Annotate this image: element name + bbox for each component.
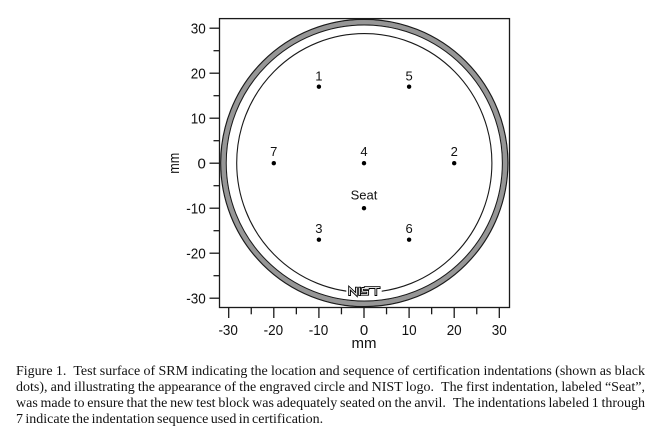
svg-text:-20: -20 <box>186 246 206 263</box>
svg-text:20: 20 <box>191 66 206 83</box>
svg-text:mm: mm <box>352 335 377 352</box>
svg-text:0: 0 <box>360 322 368 339</box>
svg-text:4: 4 <box>360 144 367 159</box>
svg-text:Seat: Seat <box>351 188 378 203</box>
svg-text:1: 1 <box>315 68 322 83</box>
svg-text:-10: -10 <box>186 201 206 218</box>
svg-text:3: 3 <box>315 221 322 236</box>
svg-text:30: 30 <box>191 21 206 38</box>
svg-text:-30: -30 <box>218 322 238 339</box>
svg-text:-30: -30 <box>186 291 206 308</box>
svg-text:10: 10 <box>191 111 206 128</box>
svg-text:mm: mm <box>166 153 183 174</box>
svg-text:5: 5 <box>405 68 412 83</box>
svg-text:20: 20 <box>447 322 462 339</box>
svg-text:30: 30 <box>492 322 507 339</box>
svg-text:-10: -10 <box>309 322 329 339</box>
svg-text:7: 7 <box>270 144 277 159</box>
svg-text:6: 6 <box>405 221 412 236</box>
svg-text:10: 10 <box>402 322 417 339</box>
svg-text:2: 2 <box>451 144 458 159</box>
svg-text:0: 0 <box>197 156 205 173</box>
svg-text:-20: -20 <box>264 322 284 339</box>
